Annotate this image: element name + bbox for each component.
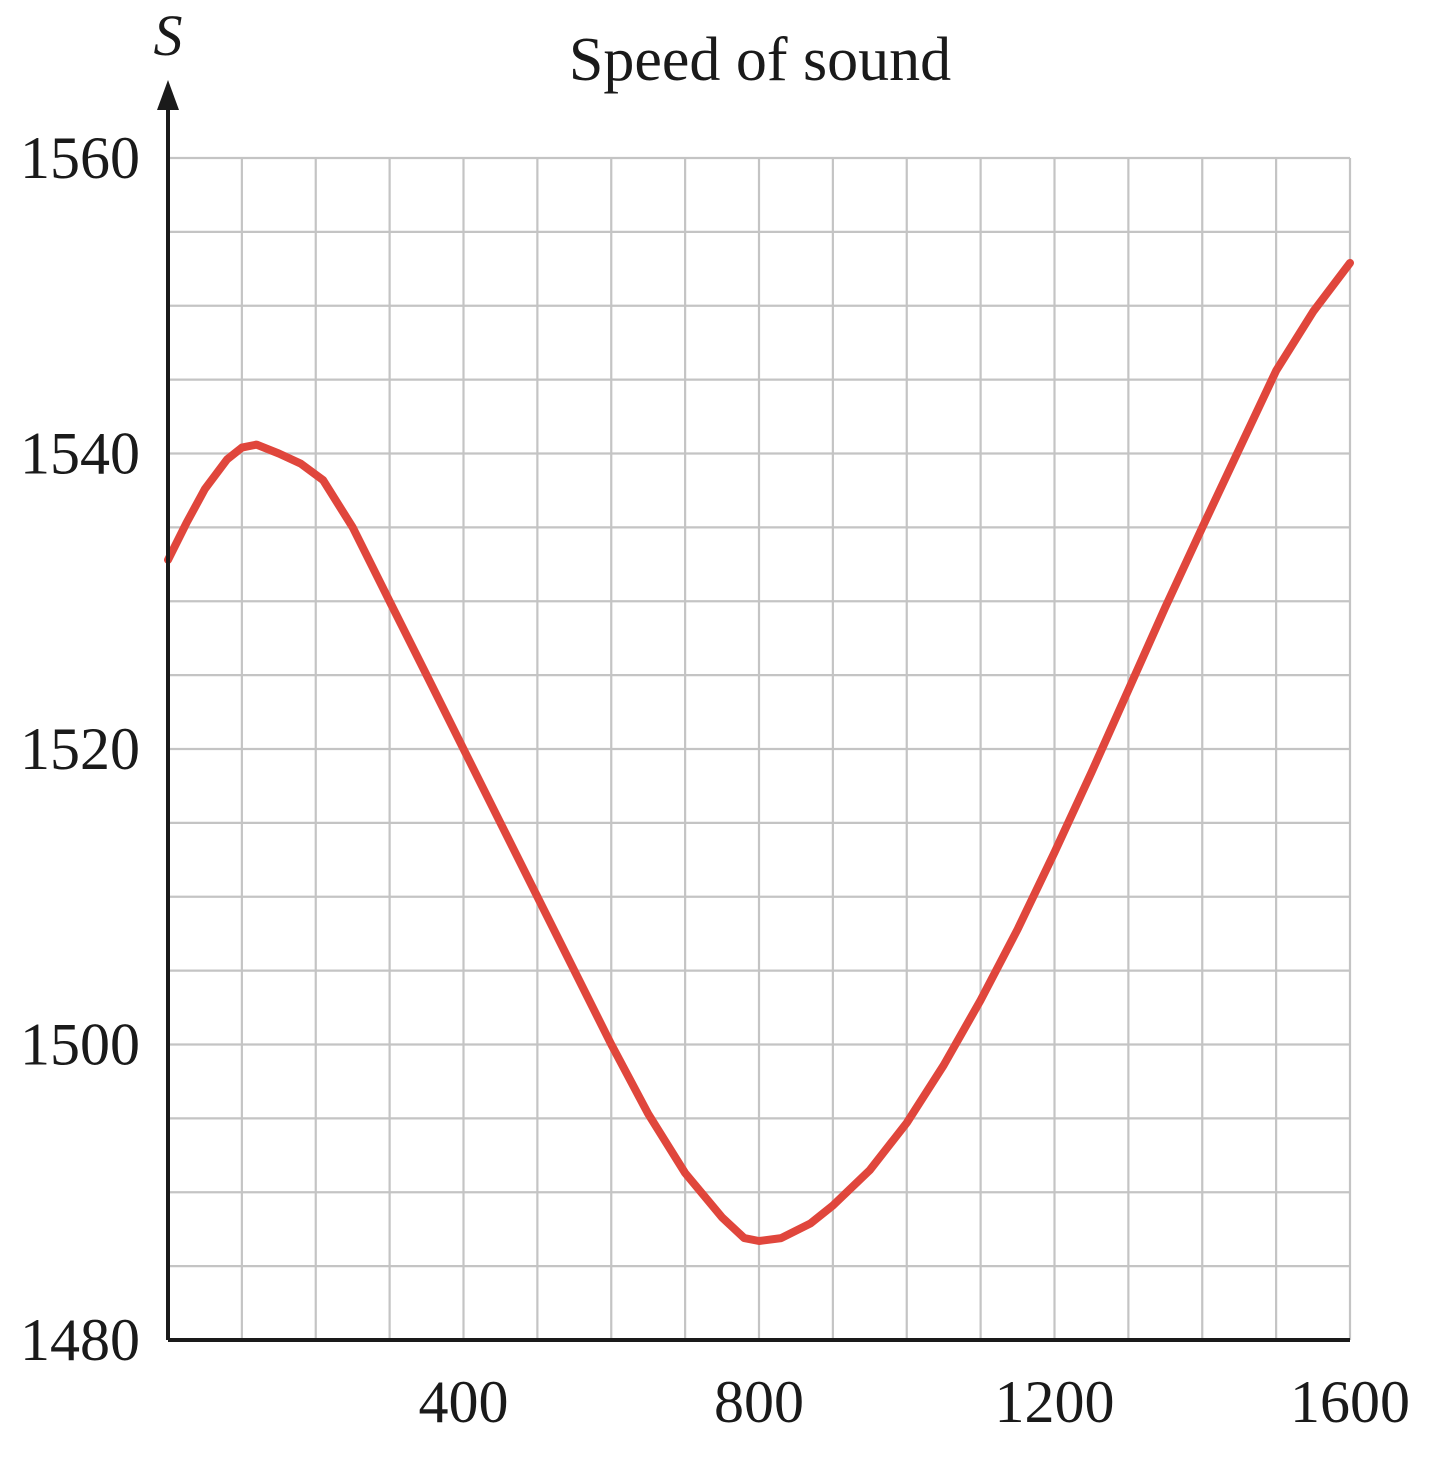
grid: [168, 156, 1352, 1340]
chart-title: Speed of sound: [569, 26, 951, 94]
x-tick-label: 800: [714, 1369, 804, 1435]
y-tick-label: 1520: [20, 716, 140, 782]
y-tick-label: 1500: [20, 1012, 140, 1078]
y-axis-label: S: [154, 3, 183, 68]
y-tick-label: 1560: [20, 125, 140, 191]
x-tick-label: 1200: [995, 1369, 1115, 1435]
y-tick-label: 1480: [20, 1307, 140, 1373]
x-tick-labels: 400 800 1200 1600: [419, 1369, 1411, 1435]
x-tick-label: 1600: [1290, 1369, 1410, 1435]
y-tick-label: 1540: [20, 421, 140, 487]
x-tick-label: 400: [419, 1369, 509, 1435]
y-axis-arrow: [157, 80, 179, 110]
y-tick-labels: 1480 1500 1520 1540 1560: [20, 125, 140, 1373]
axes: [157, 80, 1350, 1342]
series-group: [164, 258, 1354, 1245]
series-line: [164, 258, 1354, 1245]
